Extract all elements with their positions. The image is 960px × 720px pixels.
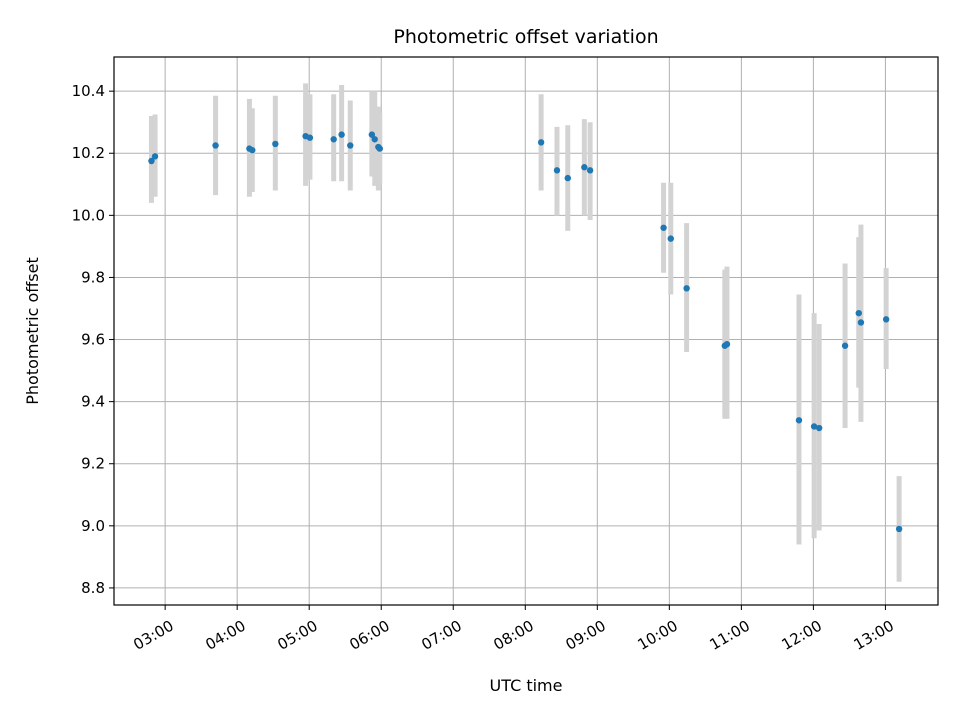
y-tick-label: 9.8	[81, 268, 105, 286]
data-point	[855, 309, 862, 317]
data-point	[667, 235, 674, 242]
data-point	[368, 131, 376, 138]
data-point	[882, 316, 890, 323]
y-tick-label: 9.6	[81, 331, 105, 349]
data-point	[212, 142, 219, 149]
y-tick-label: 10.4	[72, 82, 105, 100]
data-point	[795, 417, 803, 424]
data-point	[815, 424, 823, 432]
data-point	[810, 423, 818, 430]
data-point	[151, 153, 159, 160]
data-point	[660, 224, 667, 231]
data-point	[249, 146, 256, 154]
data-point	[371, 136, 378, 143]
y-tick-label: 10.0	[72, 206, 105, 224]
data-point	[347, 142, 354, 149]
y-tick-label: 9.0	[81, 517, 105, 535]
data-points	[148, 131, 903, 533]
data-point	[895, 525, 903, 533]
data-point	[723, 340, 731, 348]
data-point	[272, 140, 279, 148]
data-point	[683, 285, 690, 292]
y-tick-label: 10.2	[72, 144, 105, 162]
plot-area-frame	[113, 56, 939, 606]
data-point	[376, 145, 383, 152]
data-point	[841, 342, 849, 349]
y-axis-label: Photometric offset	[23, 257, 42, 405]
data-point	[581, 164, 588, 171]
data-point	[306, 134, 314, 141]
data-point	[148, 157, 155, 165]
y-tick-label: 9.2	[81, 455, 105, 473]
data-point	[564, 174, 571, 182]
data-point	[330, 136, 337, 143]
data-point	[553, 167, 561, 174]
y-axis-ticks: 8.8 9.0 9.2 9.4 9.6 9.8 10.0 10.2 10.4	[72, 82, 114, 597]
x-axis-label: UTC time	[490, 676, 563, 695]
data-point	[338, 131, 345, 138]
chart-title: Photometric offset variation	[393, 26, 658, 48]
y-tick-label: 9.4	[81, 393, 105, 411]
y-tick-label: 8.8	[81, 579, 105, 597]
data-point	[586, 167, 594, 174]
data-point	[537, 139, 545, 146]
data-point	[857, 319, 865, 326]
